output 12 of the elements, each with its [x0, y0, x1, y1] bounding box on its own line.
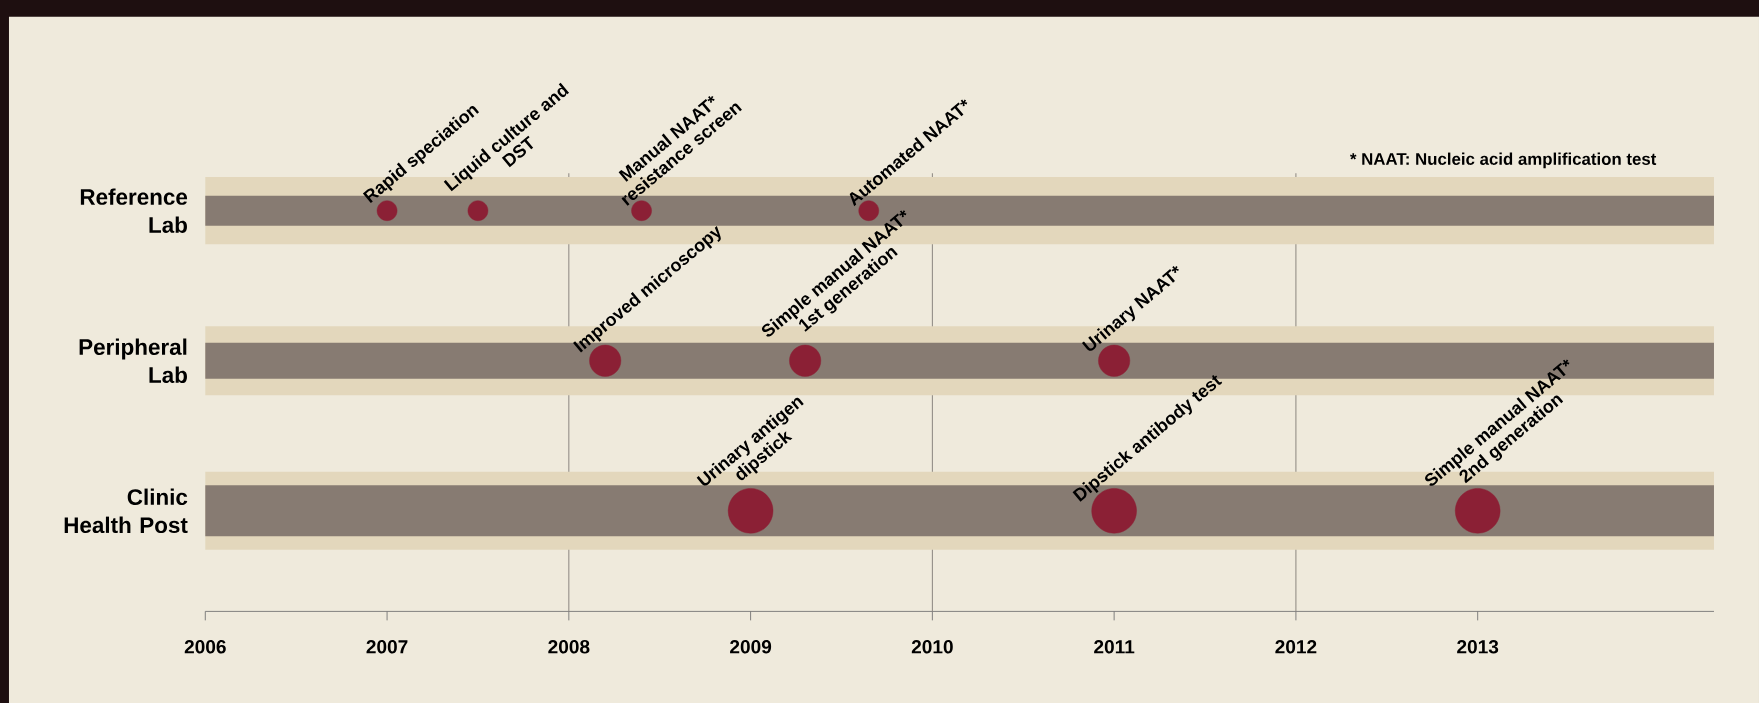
y-tick-label: Clinic Health Post: [64, 488, 188, 533]
x-tick-label: 2013: [1457, 639, 1499, 654]
x-tick-label: 2008: [548, 639, 590, 654]
x-tick-label: 2011: [1094, 639, 1135, 654]
x-tick-label: 2006: [184, 639, 226, 654]
y-tick-label: Peripheral Lab: [79, 338, 187, 383]
x-tick-label: 2007: [366, 639, 408, 654]
y-tick-label: Reference Lab: [80, 188, 188, 233]
x-tick-label: 2012: [1275, 639, 1317, 654]
x-tick-label: 2009: [730, 639, 772, 654]
x-tick-label: 2010: [911, 639, 953, 654]
text: * NAAT: Nucleic acid amplification test: [1350, 152, 1657, 169]
